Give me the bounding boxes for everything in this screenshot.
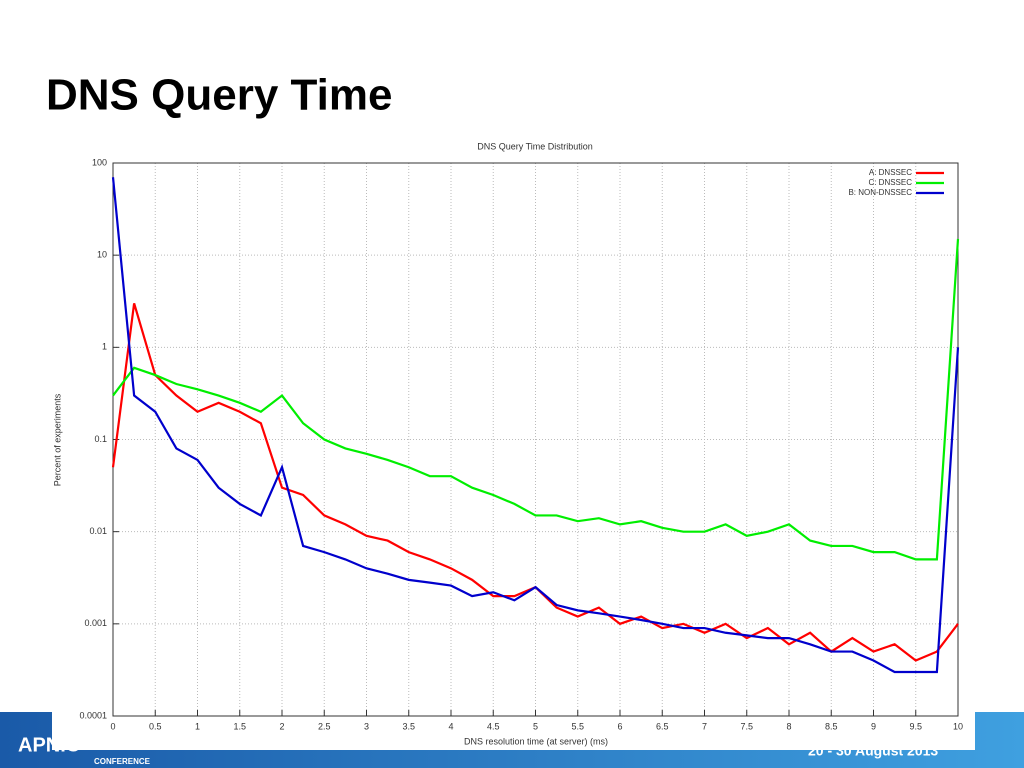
x-axis-label: DNS resolution time (at server) (ms) xyxy=(464,736,608,746)
plot-border xyxy=(112,162,959,717)
y-tick-label: 0.0001 xyxy=(79,710,107,720)
x-tick-label: 1.5 xyxy=(233,721,246,731)
x-tick-label: 0 xyxy=(110,721,115,731)
y-tick-label: 0.1 xyxy=(94,434,107,444)
x-tick-label: 9 xyxy=(871,721,876,731)
y-axis-label: Percent of experiments xyxy=(52,393,62,486)
chart-frame xyxy=(52,140,975,750)
x-tick-label: 8 xyxy=(786,721,791,731)
footer-event: CONFERENCE xyxy=(94,757,151,766)
x-tick-label: 7 xyxy=(702,721,707,731)
x-tick-label: 5 xyxy=(533,721,538,731)
x-tick-label: 5.5 xyxy=(571,721,584,731)
x-tick-label: 7.5 xyxy=(740,721,753,731)
x-tick-label: 10 xyxy=(953,721,963,731)
x-tick-label: 6 xyxy=(617,721,622,731)
x-tick-label: 4 xyxy=(448,721,453,731)
y-tick-label: 1 xyxy=(102,342,107,352)
series-line xyxy=(111,177,960,674)
y-tick-label: 0.01 xyxy=(89,526,107,536)
chart-title: DNS Query Time Distribution xyxy=(477,141,593,151)
x-tick-label: 1 xyxy=(195,721,200,731)
y-tick-label: 100 xyxy=(92,157,107,167)
legend-label: B: NON-DNSSEC xyxy=(848,188,912,197)
x-tick-label: 3.5 xyxy=(402,721,415,731)
x-tick-label: 0.5 xyxy=(149,721,162,731)
legend-label: A: DNSSEC xyxy=(869,168,912,177)
y-tick-label: 10 xyxy=(97,250,107,260)
x-tick-label: 9.5 xyxy=(909,721,922,731)
slide-title: DNS Query Time xyxy=(46,71,392,120)
legend-label: C: DNSSEC xyxy=(868,178,912,187)
y-tick-label: 0.001 xyxy=(84,618,107,628)
x-tick-label: 2.5 xyxy=(318,721,331,731)
x-tick-label: 3 xyxy=(364,721,369,731)
x-tick-label: 2 xyxy=(279,721,284,731)
x-tick-label: 4.5 xyxy=(487,721,500,731)
series-line xyxy=(112,238,960,561)
x-tick-label: 8.5 xyxy=(825,721,838,731)
x-tick-label: 6.5 xyxy=(656,721,669,731)
